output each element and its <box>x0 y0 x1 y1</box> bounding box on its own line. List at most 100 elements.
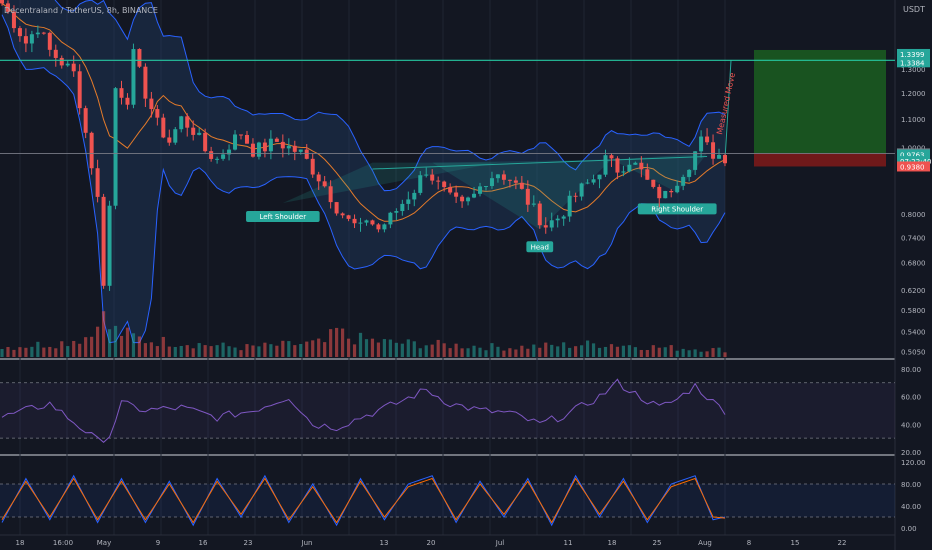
volume-bar <box>221 342 225 357</box>
measured-move-line <box>724 60 732 160</box>
volume-bar <box>0 348 4 357</box>
candle-body <box>227 149 232 155</box>
volume-bar <box>90 336 94 357</box>
candle-body <box>388 212 393 225</box>
volume-bars <box>0 311 727 357</box>
candle-body <box>113 88 118 206</box>
stoch-tick: 120.00 <box>901 459 926 467</box>
candle-body <box>537 203 542 226</box>
candle-body <box>191 127 196 135</box>
risk-reward-zones <box>754 49 886 167</box>
candle-body <box>358 222 363 224</box>
volume-bar <box>6 347 10 357</box>
price-tick: 0.8000 <box>901 211 926 219</box>
volume-bar <box>370 338 375 357</box>
candle-body <box>615 158 620 173</box>
volume-bar <box>693 349 697 357</box>
price-tick: 0.5800 <box>901 307 926 315</box>
candle-body <box>651 179 656 187</box>
candle-body <box>495 174 500 179</box>
volume-bar <box>526 348 530 357</box>
time-tick: 13 <box>380 539 389 547</box>
candle-body <box>705 136 710 143</box>
volume-bar <box>12 349 16 357</box>
volume-bar <box>609 344 614 357</box>
candle-body <box>322 181 327 187</box>
currency-label: USDT <box>903 5 925 14</box>
volume-bar <box>472 345 476 357</box>
candle-body <box>35 32 40 35</box>
volume-bar <box>460 348 464 357</box>
time-tick: May <box>97 539 111 547</box>
candle-body <box>687 169 692 177</box>
candle-body <box>585 182 590 184</box>
stoch-tick: 40.00 <box>901 503 921 511</box>
candle-body <box>131 49 136 105</box>
price-label-bg <box>897 156 930 167</box>
volume-bar <box>233 347 237 357</box>
candle-body <box>292 145 297 152</box>
candle-body <box>155 109 160 118</box>
candle-body <box>316 174 321 182</box>
volume-bar <box>239 350 243 357</box>
volume-bar <box>340 328 345 357</box>
candle-body <box>436 180 441 182</box>
volume-bar <box>352 344 357 357</box>
bollinger-fill <box>2 0 725 343</box>
volume-bar <box>436 339 440 357</box>
volume-bar <box>66 346 70 357</box>
rsi-line <box>1 378 726 443</box>
volume-bar <box>615 346 620 357</box>
candle-body <box>310 158 315 175</box>
candle-body <box>394 211 399 213</box>
candle-body <box>334 202 339 214</box>
candle-body <box>346 215 351 219</box>
candle-body <box>531 203 536 205</box>
candle-body <box>549 220 554 228</box>
candle-body <box>89 132 94 169</box>
candle-body <box>633 162 638 165</box>
time-tick: 22 <box>838 539 847 547</box>
candle-body <box>274 138 279 142</box>
candle-body <box>561 216 566 219</box>
volume-bar <box>681 348 685 357</box>
candle-body <box>221 154 226 159</box>
volume-bar <box>418 348 422 357</box>
candle-body <box>215 158 220 160</box>
bollinger-basis <box>1 3 726 222</box>
candle-body <box>167 137 172 143</box>
candle-body <box>244 135 249 144</box>
price-label-last: 0.9763 <box>900 152 925 160</box>
volume-bar <box>412 341 416 357</box>
price-tick: 1.3000 <box>901 66 926 74</box>
time-tick: 8 <box>747 539 751 547</box>
candle-body <box>418 175 423 193</box>
price-tick: 1.2000 <box>901 90 926 98</box>
volume-bar <box>544 342 548 357</box>
candle-body <box>723 155 727 164</box>
candle-body <box>29 34 34 44</box>
candle-body <box>83 108 88 133</box>
volume-bar <box>382 339 387 357</box>
candle-body <box>579 183 584 197</box>
candle-body <box>137 49 142 67</box>
candle-body <box>71 63 76 72</box>
pattern-label-bg <box>526 241 554 253</box>
bollinger-lower <box>1 14 726 344</box>
volume-bar <box>520 345 524 357</box>
volume-bar <box>400 343 404 357</box>
candle-body <box>489 178 494 187</box>
volume-bar <box>430 344 434 357</box>
candle-body <box>472 193 477 198</box>
time-tick: 20 <box>427 539 436 547</box>
volume-bar <box>18 347 22 357</box>
price-label-bg <box>897 161 930 172</box>
volume-bar <box>651 345 655 357</box>
candlesticks <box>0 0 727 291</box>
volume-bar <box>173 346 177 357</box>
candle-body <box>239 134 244 136</box>
volume-bar <box>137 336 142 357</box>
volume-bar <box>96 326 100 357</box>
time-tick: 16:00 <box>53 539 73 547</box>
